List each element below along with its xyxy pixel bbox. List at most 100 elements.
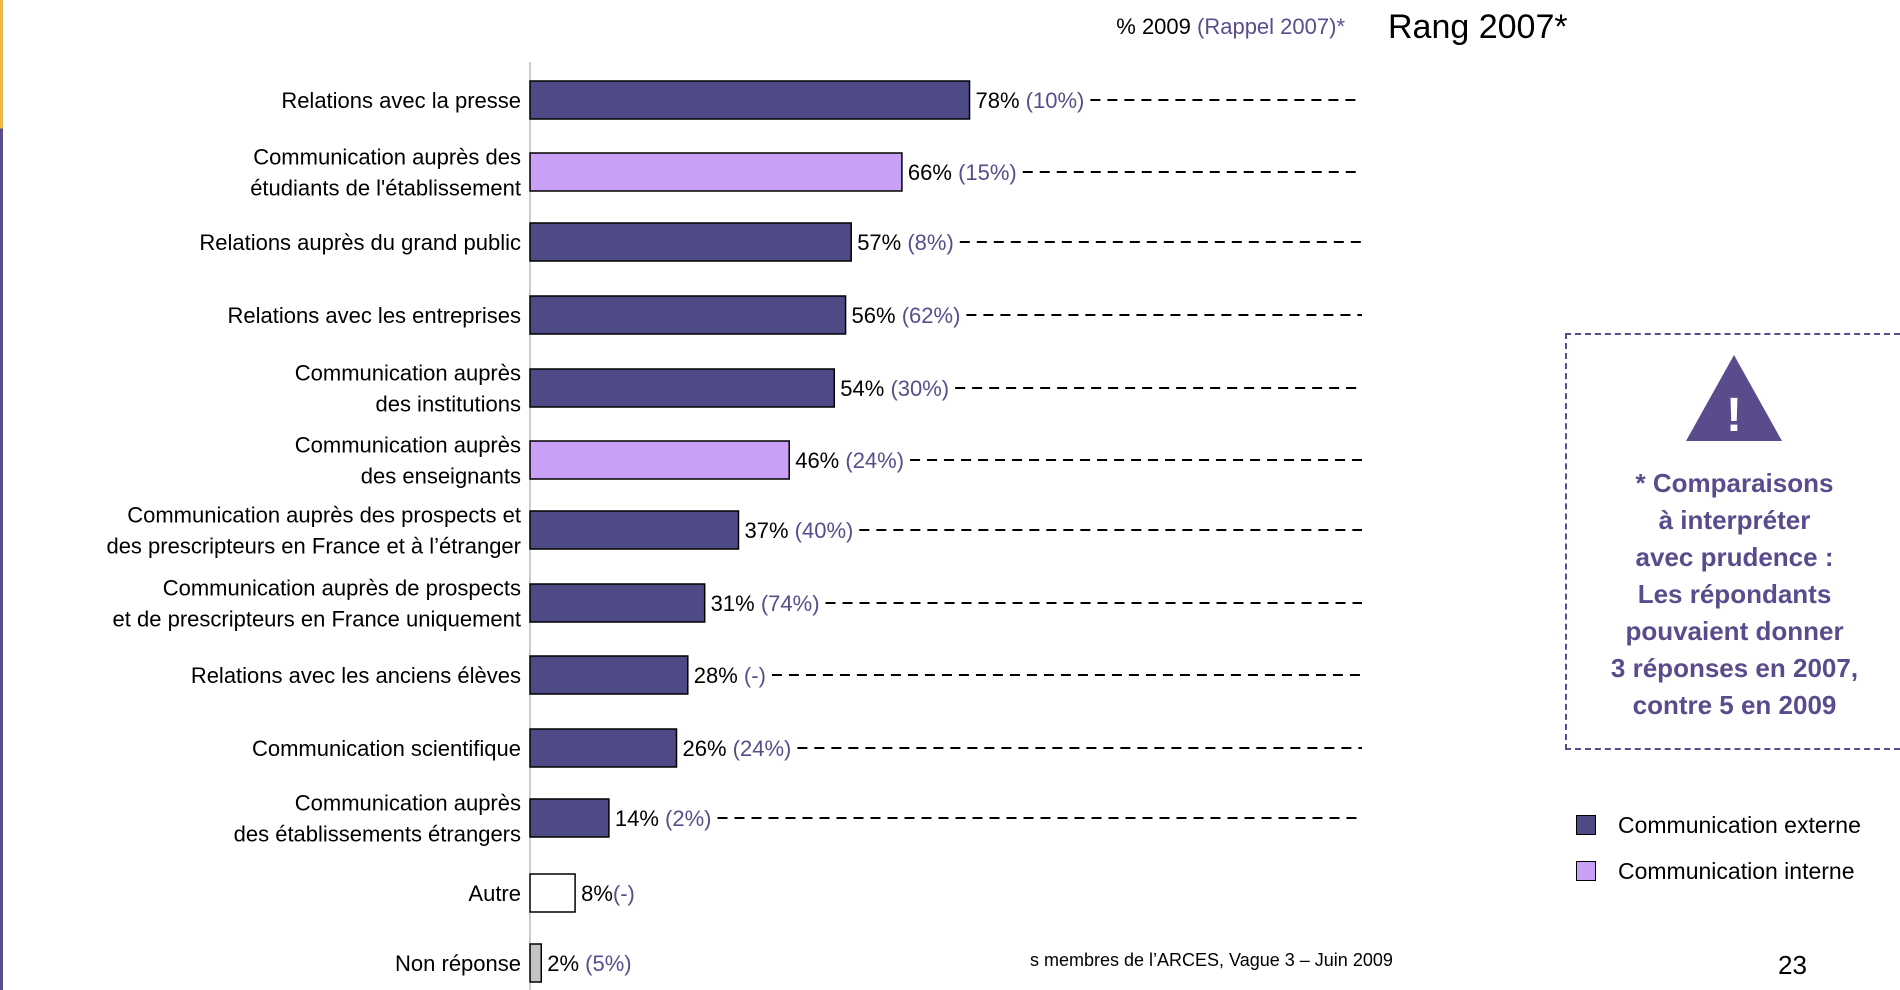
value-recall-2007: (30%) — [884, 376, 949, 401]
category-label-line: Communication auprès — [295, 361, 521, 386]
category-label-line: des établissements étrangers — [234, 822, 521, 847]
bar-6 — [529, 510, 740, 550]
category-label-line: des institutions — [375, 392, 521, 417]
category-label-line: Communication auprès de prospects — [163, 576, 521, 601]
value-recall-2007: (-) — [613, 881, 635, 906]
warning-box: ! * Comparaisons à interpréter avec prud… — [1565, 333, 1900, 750]
value-2009: 56% — [852, 303, 896, 328]
column-header-rank: Rang 2007* — [1388, 8, 1568, 46]
source-note: s membres de l’ARCES, Vague 3 – Juin 200… — [1030, 950, 1393, 970]
category-label-3: Relations avec les entreprises — [228, 303, 521, 328]
value-2009: 57% — [857, 230, 901, 255]
bar-4 — [529, 368, 836, 408]
category-label-line: Relations avec les anciens élèves — [191, 663, 521, 688]
category-label-line: Communication auprès des prospects et — [127, 503, 521, 528]
value-recall-2007: (10%) — [1020, 88, 1085, 113]
category-label-line: des enseignants — [361, 464, 521, 489]
category-label-0: Relations avec la presse — [281, 88, 521, 113]
category-label-line: Communication auprès — [295, 791, 521, 816]
bar-12 — [529, 943, 543, 983]
bar-10 — [529, 798, 610, 838]
value-label-7: 31% (74%) — [711, 591, 820, 616]
value-label-6: 37% (40%) — [744, 518, 853, 543]
bar-7 — [529, 583, 706, 623]
category-label-line: étudiants de l'établissement — [250, 176, 521, 201]
category-label-line: Relations avec les entreprises — [228, 303, 521, 328]
bar-5 — [529, 440, 790, 480]
value-recall-2007: (8%) — [901, 230, 954, 255]
value-label-0: 78% (10%) — [976, 88, 1085, 113]
value-2009: 28% — [694, 663, 738, 688]
warning-triangle-icon: ! — [1686, 355, 1782, 442]
value-2009: 2% — [547, 951, 579, 976]
value-label-3: 56% (62%) — [852, 303, 961, 328]
value-label-1: 66% (15%) — [908, 160, 1017, 185]
header-recall-label: (Rappel 2007)* — [1197, 14, 1345, 39]
warning-text: * Comparaisons à interpréter avec pruden… — [1610, 468, 1859, 720]
category-label-line: Autre — [468, 881, 521, 906]
legend-label-externe: Communication externe — [1618, 812, 1861, 838]
value-label-11: 8%(-) — [581, 881, 635, 906]
category-label-line: Relations auprès du grand public — [199, 230, 521, 255]
category-label-line: des prescripteurs en France et à l’étran… — [106, 534, 521, 559]
category-label-10: Communication auprès des établissements é… — [234, 791, 521, 847]
legend-label-interne: Communication interne — [1618, 858, 1855, 884]
bar-8 — [529, 655, 689, 695]
category-label-line: Communication scientifique — [252, 736, 521, 761]
value-2009: 8% — [581, 881, 613, 906]
bar-0 — [529, 80, 971, 120]
category-label-9: Communication scientifique — [252, 736, 521, 761]
value-label-4: 54% (30%) — [840, 376, 949, 401]
category-label-6: Communication auprès des prospects et des… — [106, 503, 521, 559]
category-label-line: Relations avec la presse — [281, 88, 521, 113]
value-2009: 37% — [744, 518, 788, 543]
warning-icon-glyph: ! — [1726, 389, 1742, 442]
value-recall-2007: (15%) — [952, 160, 1017, 185]
bar-11 — [529, 873, 576, 913]
header-pct-label: % 2009 — [1116, 14, 1191, 39]
category-label-line: et de prescripteurs en France uniquement — [113, 607, 521, 632]
page-number: 23 — [1778, 950, 1807, 980]
category-label-4: Communication auprès des institutions — [295, 361, 521, 417]
category-label-line: Communication auprès — [295, 433, 521, 458]
value-label-12: 2% (5%) — [547, 951, 631, 976]
value-recall-2007: (24%) — [839, 448, 904, 473]
value-recall-2007: (-) — [738, 663, 766, 688]
category-label-line: Communication auprès des — [253, 145, 521, 170]
category-label-2: Relations auprès du grand public — [199, 230, 521, 255]
category-label-11: Autre — [468, 881, 521, 906]
value-recall-2007: (40%) — [789, 518, 854, 543]
value-2009: 54% — [840, 376, 884, 401]
value-2009: 78% — [976, 88, 1020, 113]
value-recall-2007: (2%) — [659, 806, 712, 831]
column-header-percent: % 2009 (Rappel 2007)* — [1116, 14, 1345, 40]
value-2009: 26% — [683, 736, 727, 761]
legend-swatch-externe — [1576, 815, 1596, 835]
value-label-10: 14% (2%) — [615, 806, 712, 831]
value-recall-2007: (5%) — [579, 951, 632, 976]
category-label-12: Non réponse — [395, 951, 521, 976]
value-2009: 66% — [908, 160, 952, 185]
bar-3 — [529, 295, 847, 335]
value-recall-2007: (74%) — [755, 591, 820, 616]
bar-1 — [529, 152, 903, 192]
category-label-5: Communication auprès des enseignants — [295, 433, 521, 489]
category-label-8: Relations avec les anciens élèves — [191, 663, 521, 688]
legend-swatch-interne — [1576, 861, 1596, 881]
bar-9 — [529, 728, 678, 768]
value-label-8: 28% (-) — [694, 663, 766, 688]
slide-edge-strip — [0, 0, 3, 990]
value-recall-2007: (24%) — [727, 736, 792, 761]
category-label-1: Communication auprès des étudiants de l'é… — [250, 145, 521, 201]
category-label-line: Non réponse — [395, 951, 521, 976]
value-recall-2007: (62%) — [896, 303, 961, 328]
category-label-7: Communication auprès de prospects et de p… — [113, 576, 521, 632]
value-label-9: 26% (24%) — [683, 736, 792, 761]
value-2009: 14% — [615, 806, 659, 831]
value-label-5: 46% (24%) — [795, 448, 904, 473]
value-2009: 31% — [711, 591, 755, 616]
value-label-2: 57% (8%) — [857, 230, 954, 255]
bar-2 — [529, 222, 852, 262]
